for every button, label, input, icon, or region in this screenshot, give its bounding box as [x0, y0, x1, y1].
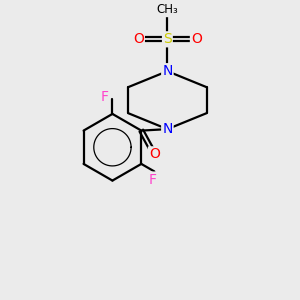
Text: CH₃: CH₃	[157, 3, 178, 16]
Text: F: F	[100, 90, 108, 104]
Text: N: N	[162, 122, 172, 136]
Text: F: F	[149, 172, 157, 187]
Text: O: O	[191, 32, 202, 46]
Text: O: O	[149, 147, 160, 161]
Text: N: N	[162, 64, 172, 78]
Text: O: O	[133, 32, 144, 46]
Text: S: S	[163, 32, 172, 46]
